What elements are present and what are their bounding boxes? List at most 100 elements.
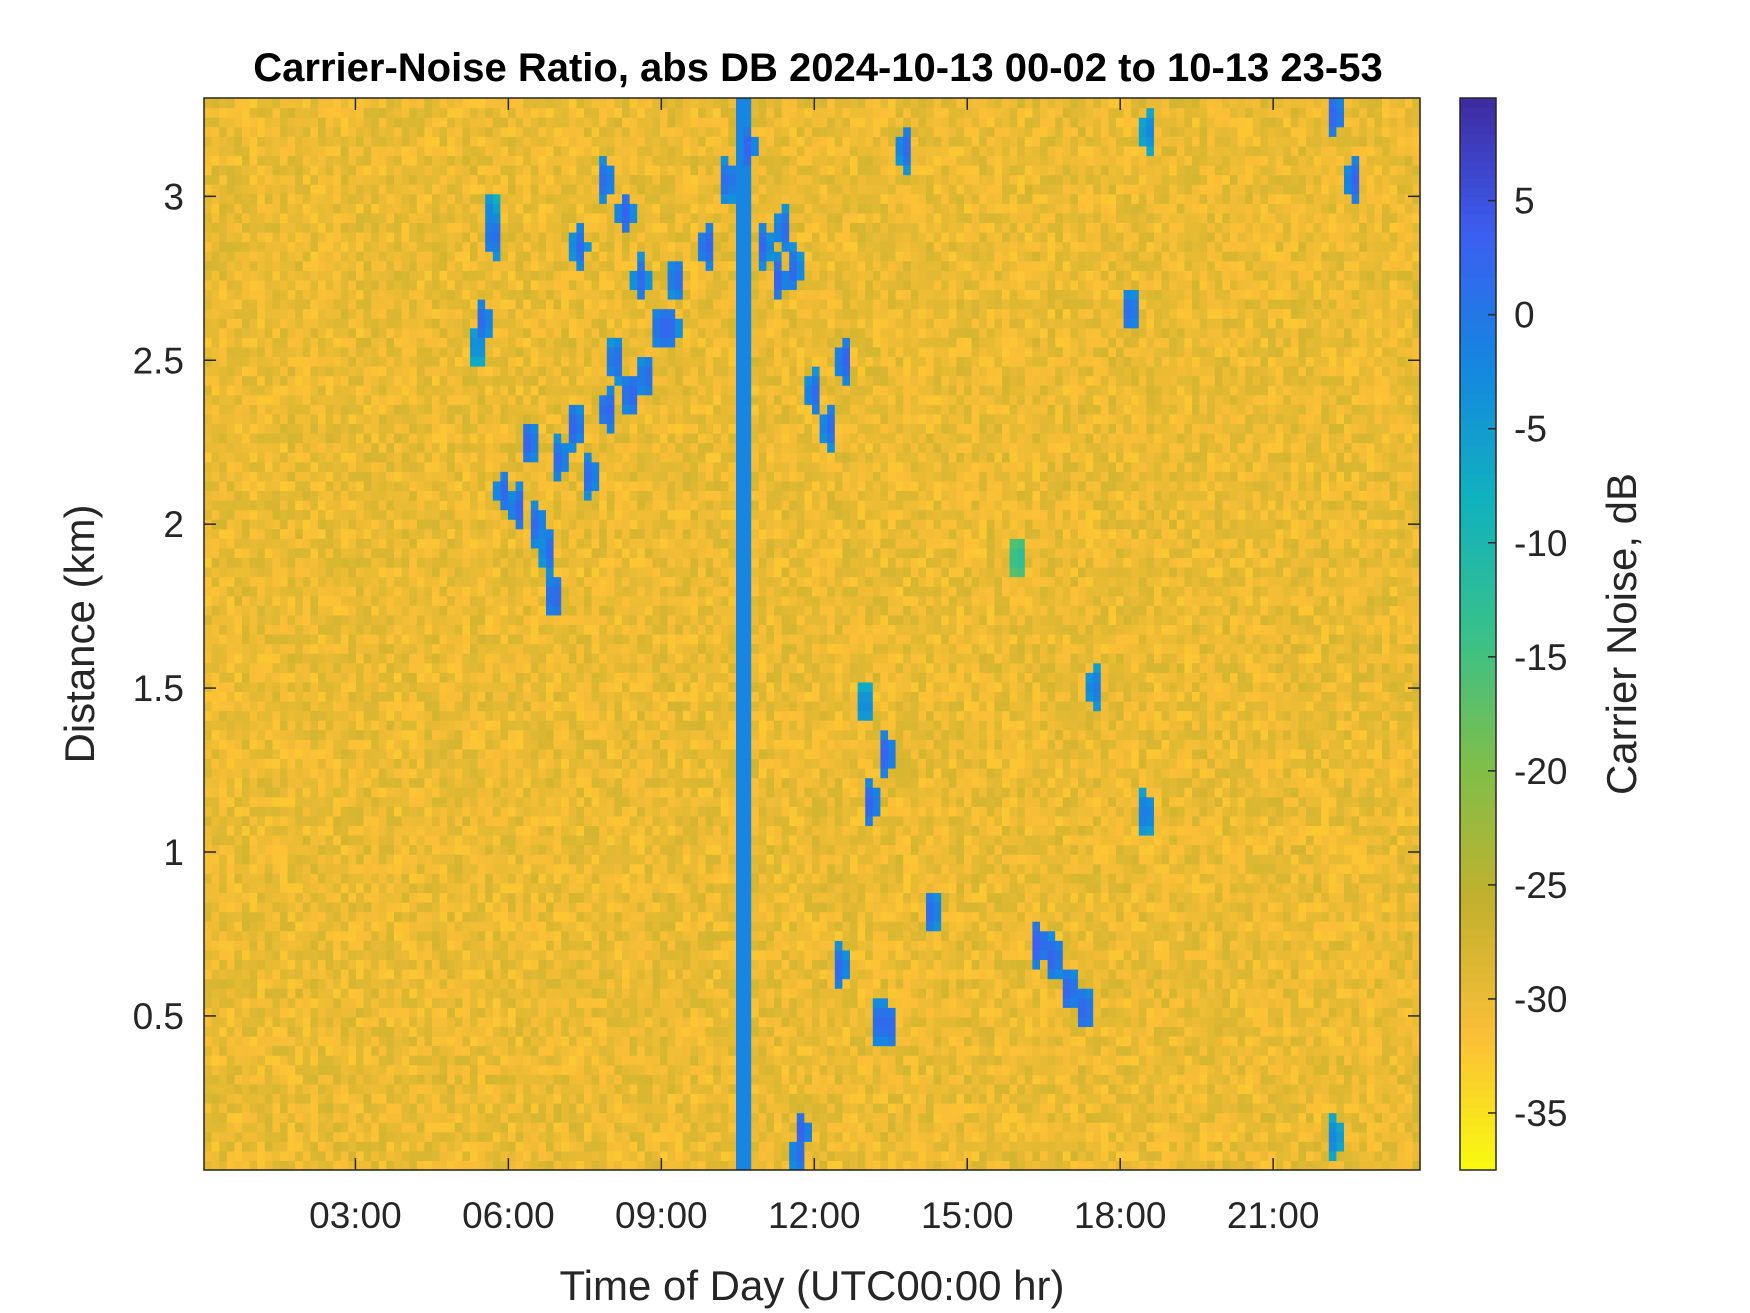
heatmap-cell — [477, 251, 486, 262]
heatmap-cell — [295, 509, 304, 520]
heatmap-cell — [492, 949, 501, 961]
heatmap-cell — [394, 98, 403, 109]
heatmap-cell — [280, 232, 289, 243]
heatmap-cell — [470, 1055, 479, 1066]
heatmap-cell — [318, 854, 327, 865]
heatmap-cell — [485, 107, 494, 118]
heatmap-cell — [378, 643, 387, 654]
heatmap-cell — [242, 854, 251, 865]
heatmap-cell — [204, 1160, 213, 1171]
heatmap-cell — [523, 997, 532, 1008]
heatmap-cell — [485, 394, 494, 405]
heatmap-cell — [234, 1064, 243, 1075]
heatmap-cell — [325, 854, 334, 865]
heatmap-cell — [226, 1064, 235, 1075]
heatmap-cell — [492, 528, 501, 539]
heatmap-cell — [264, 337, 273, 348]
heatmap-cell — [447, 586, 456, 597]
heatmap-cell — [454, 1036, 463, 1047]
heatmap-cell — [219, 452, 228, 463]
heatmap-cell — [325, 385, 334, 396]
heatmap-cell — [523, 165, 532, 176]
heatmap-cell — [500, 270, 509, 281]
heatmap-cell — [310, 768, 319, 779]
heatmap-cell — [280, 653, 289, 664]
heatmap-cell — [211, 662, 220, 673]
heatmap-cell — [523, 184, 532, 195]
heatmap-cell — [325, 471, 334, 482]
heatmap-cell — [409, 126, 418, 137]
heatmap-cell — [371, 203, 380, 214]
heatmap-cell — [249, 825, 258, 836]
heatmap-cell — [508, 844, 517, 855]
heatmap-cell — [485, 576, 494, 587]
heatmap-cell — [386, 375, 395, 386]
heatmap-cell — [272, 98, 281, 109]
heatmap-cell — [523, 854, 532, 865]
heatmap-cell — [500, 433, 509, 444]
heatmap-cell — [371, 452, 380, 463]
heatmap-cell — [378, 729, 387, 740]
heatmap-cell — [310, 978, 319, 989]
heatmap-cell — [515, 356, 524, 367]
heatmap-cell — [356, 940, 365, 951]
heatmap-cell — [470, 404, 479, 415]
heatmap-cell — [523, 672, 532, 683]
heatmap-cell — [333, 299, 342, 310]
heatmap-cell — [272, 1064, 281, 1075]
heatmap-cell — [409, 117, 418, 128]
heatmap-cell — [204, 959, 213, 970]
heatmap-cell — [211, 1036, 220, 1047]
heatmap-cell — [333, 1112, 342, 1123]
heatmap-cell — [470, 222, 479, 233]
heatmap-cell — [310, 193, 319, 204]
heatmap-cell — [470, 1160, 479, 1171]
heatmap-cell — [264, 691, 273, 702]
heatmap-cell — [454, 241, 463, 252]
heatmap-cell — [500, 260, 509, 271]
heatmap-cell — [401, 538, 410, 549]
heatmap-cell — [462, 299, 471, 310]
heatmap-cell — [492, 1112, 501, 1123]
heatmap-cell — [409, 643, 418, 654]
heatmap-cell — [515, 1016, 524, 1028]
heatmap-cell — [219, 337, 228, 348]
heatmap-cell — [204, 547, 213, 559]
heatmap-cell — [302, 806, 311, 817]
heatmap-cell — [257, 882, 266, 894]
heatmap-cell — [219, 729, 228, 740]
heatmap-cell — [371, 509, 380, 520]
heatmap-cell — [340, 165, 349, 176]
heatmap-cell — [386, 1112, 395, 1123]
heatmap-cell — [371, 796, 380, 807]
heatmap-cell — [211, 921, 220, 932]
heatmap-cell — [302, 375, 311, 386]
heatmap-cell — [219, 193, 228, 204]
heatmap-cell — [325, 806, 334, 817]
heatmap-cell — [340, 595, 349, 606]
heatmap-cell — [378, 959, 387, 970]
heatmap-cell — [485, 279, 494, 291]
heatmap-cell — [242, 184, 251, 195]
heatmap-cell — [249, 586, 258, 597]
heatmap-cell — [264, 567, 273, 578]
heatmap-cell — [219, 930, 228, 941]
heatmap-cell — [447, 1122, 456, 1133]
heatmap-cell — [242, 969, 251, 980]
heatmap-cell — [492, 366, 501, 377]
heatmap-cell — [477, 1083, 486, 1095]
heatmap-cell — [302, 538, 311, 549]
heatmap-cell — [447, 567, 456, 578]
heatmap-cell — [447, 595, 456, 606]
heatmap-cell — [378, 835, 387, 846]
heatmap-cell — [363, 624, 372, 635]
heatmap-cell — [371, 557, 380, 568]
heatmap-cell — [508, 787, 517, 798]
heatmap-cell — [454, 624, 463, 635]
heatmap-cell — [432, 308, 441, 319]
heatmap-cell — [401, 653, 410, 664]
heatmap-cell — [264, 1026, 273, 1037]
heatmap-cell — [310, 1141, 319, 1152]
chart-title: Carrier-Noise Ratio, abs DB 2024-10-13 0… — [253, 46, 1382, 90]
heatmap-cell — [454, 232, 463, 243]
